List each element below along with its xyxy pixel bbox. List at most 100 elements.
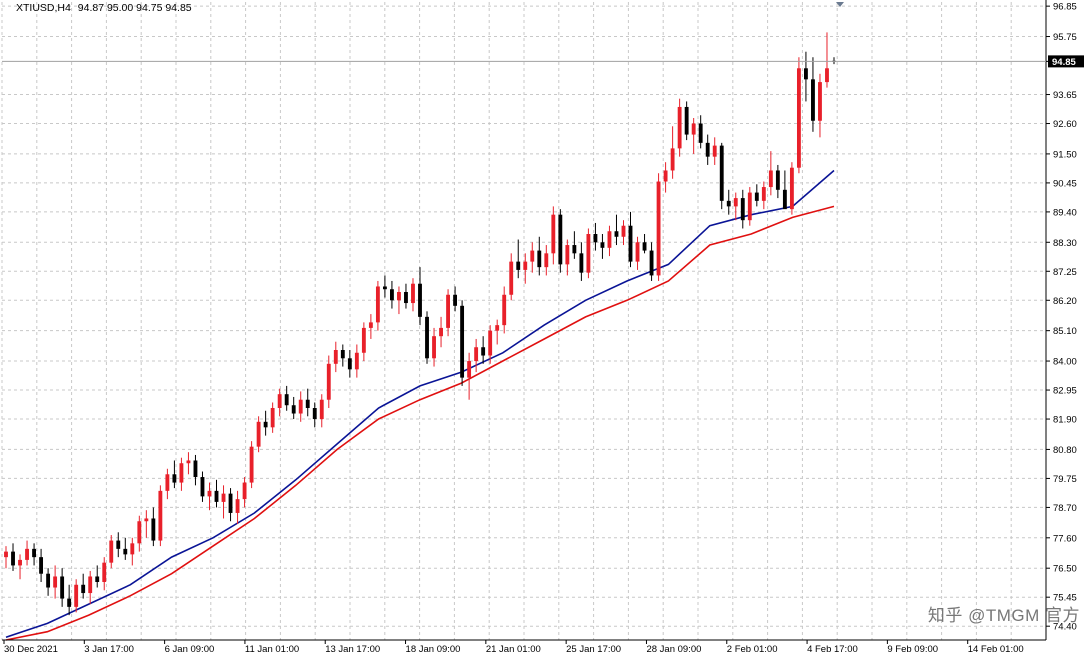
x-tick-label: 9 Feb 09:00 bbox=[887, 644, 938, 655]
x-tick-label: 28 Jan 09:00 bbox=[646, 644, 701, 655]
y-tick-label: 74.40 bbox=[1053, 622, 1077, 633]
symbol-timeframe: XTIUSD,H4 bbox=[16, 2, 71, 14]
y-tick-label: 93.65 bbox=[1053, 90, 1077, 101]
candle-body bbox=[390, 289, 394, 301]
candle-body bbox=[25, 548, 29, 560]
candle-body bbox=[614, 231, 619, 237]
candle-body bbox=[32, 548, 36, 558]
candle-body bbox=[340, 350, 345, 359]
candle-body bbox=[312, 408, 317, 420]
candle-body bbox=[663, 170, 668, 182]
y-tick-label: 90.45 bbox=[1053, 178, 1077, 189]
candle-body bbox=[726, 200, 731, 207]
candle-body bbox=[144, 518, 149, 522]
candle-body bbox=[186, 460, 191, 464]
candle-body bbox=[495, 325, 500, 331]
ohlc-values: 94.87 95.00 94.75 94.85 bbox=[77, 2, 192, 14]
candle-body bbox=[319, 399, 324, 420]
candle-body bbox=[361, 327, 366, 353]
candle-body bbox=[326, 363, 331, 400]
candle-body bbox=[404, 292, 408, 304]
x-tick-label: 18 Jan 09:00 bbox=[406, 644, 461, 655]
candle-body bbox=[502, 294, 507, 326]
candle-body bbox=[4, 551, 8, 558]
candle-body bbox=[656, 181, 661, 276]
candle-body bbox=[397, 292, 401, 301]
candle-body bbox=[235, 499, 240, 513]
y-tick-label: 79.75 bbox=[1053, 474, 1077, 485]
candle-body bbox=[123, 548, 128, 555]
candle-body bbox=[768, 170, 773, 188]
candle-body bbox=[207, 490, 212, 497]
candle-body bbox=[691, 123, 696, 135]
candle-body bbox=[761, 187, 766, 201]
candle-body bbox=[81, 584, 86, 594]
x-tick-label: 13 Jan 17:00 bbox=[325, 644, 380, 655]
candle-body bbox=[228, 493, 233, 513]
chart-shift-marker[interactable] bbox=[836, 2, 844, 7]
candle-body bbox=[11, 551, 15, 566]
candle-body bbox=[677, 106, 682, 149]
candle-body bbox=[649, 250, 654, 276]
candle-body bbox=[375, 286, 380, 323]
candle-body bbox=[158, 490, 163, 541]
candle-body bbox=[544, 253, 549, 268]
candle-body bbox=[333, 350, 338, 364]
candle-body bbox=[116, 540, 121, 549]
candle-body bbox=[453, 294, 458, 306]
candle-body bbox=[705, 142, 710, 157]
candle-body bbox=[593, 234, 598, 243]
candle-body bbox=[270, 408, 275, 428]
candle-body bbox=[165, 474, 170, 491]
y-tick-label: 81.90 bbox=[1053, 415, 1077, 426]
candle-body bbox=[804, 68, 808, 80]
candle-body bbox=[460, 305, 465, 378]
candle-body bbox=[46, 573, 51, 588]
candle-body bbox=[60, 576, 65, 599]
candle-body bbox=[775, 170, 780, 190]
candle-body bbox=[600, 242, 605, 248]
candle-body bbox=[825, 68, 829, 83]
candle-body bbox=[789, 167, 794, 210]
candle-body bbox=[516, 261, 521, 270]
candle-body bbox=[481, 347, 486, 356]
candle-body bbox=[572, 245, 577, 254]
candle-body bbox=[277, 394, 282, 408]
ma-fast-line bbox=[5, 169, 835, 638]
candle-body bbox=[474, 347, 479, 362]
candle-body bbox=[509, 261, 514, 295]
x-tick-label: 14 Feb 01:00 bbox=[968, 644, 1024, 655]
candle-body bbox=[242, 482, 247, 500]
y-tick-label: 78.70 bbox=[1053, 503, 1077, 514]
candle-body bbox=[796, 68, 801, 168]
y-tick-label: 85.10 bbox=[1053, 326, 1077, 337]
x-tick-label: 25 Jan 17:00 bbox=[566, 644, 621, 655]
candle-body bbox=[368, 322, 373, 328]
candle-body bbox=[586, 234, 591, 273]
y-tick-label: 87.25 bbox=[1053, 267, 1077, 278]
candle-body bbox=[74, 584, 79, 607]
candle-body bbox=[530, 250, 535, 262]
candle-body bbox=[172, 474, 177, 483]
candle-body bbox=[151, 518, 156, 541]
candles bbox=[4, 32, 836, 616]
x-tick-label: 11 Jan 01:00 bbox=[245, 644, 299, 655]
candle-body bbox=[354, 352, 359, 370]
candle-body bbox=[565, 245, 570, 265]
x-tick-label: 3 Jan 17:00 bbox=[84, 644, 134, 655]
y-tick-label: 86.20 bbox=[1053, 296, 1077, 307]
candle-body bbox=[347, 358, 352, 370]
x-tick-label: 2 Feb 01:00 bbox=[727, 644, 778, 655]
candle-body bbox=[432, 336, 436, 359]
candle-body bbox=[719, 145, 724, 201]
symbol-header: XTIUSD,H4 94.87 95.00 94.75 94.85 bbox=[16, 2, 196, 14]
candle-body bbox=[102, 562, 107, 582]
candle-body bbox=[249, 446, 254, 483]
candle-body bbox=[109, 540, 114, 563]
candle-body bbox=[130, 543, 135, 555]
candle-body bbox=[698, 123, 703, 143]
candle-body bbox=[579, 253, 584, 273]
